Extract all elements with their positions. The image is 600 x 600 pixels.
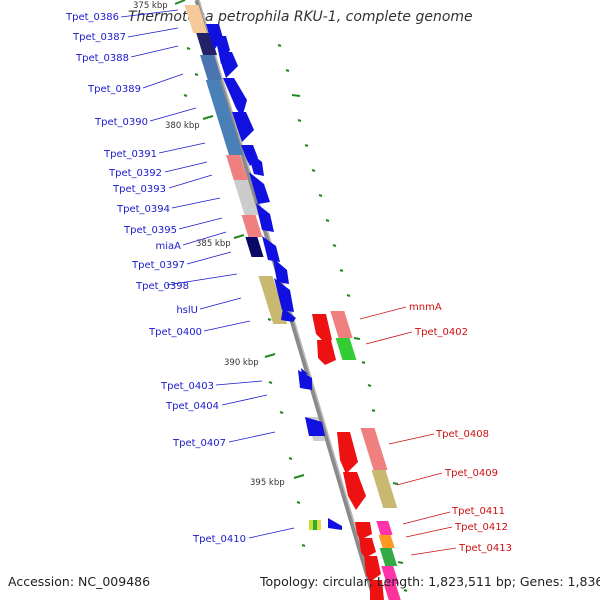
gc-markers: [183, 44, 408, 592]
gene-label[interactable]: Tpet_0402: [414, 327, 468, 338]
gene-label[interactable]: Tpet_0398: [135, 281, 189, 292]
gene-label[interactable]: Tpet_0407: [172, 438, 226, 449]
left-color-bars: [184, 5, 326, 441]
gene-label[interactable]: Tpet_0400: [148, 327, 202, 338]
gene-label[interactable]: Tpet_0395: [123, 225, 177, 236]
gene-label[interactable]: Tpet_0404: [165, 401, 219, 412]
gene-label[interactable]: Tpet_0388: [75, 53, 129, 64]
gene-label[interactable]: Tpet_0411: [451, 506, 505, 517]
gene-label[interactable]: Tpet_0393: [112, 184, 166, 195]
gene-label[interactable]: hslU: [176, 305, 198, 316]
topology-text: Topology: circular; Length: 1,823,511 bp…: [260, 574, 600, 589]
right-gene-labels: mnmA Tpet_0402 Tpet_0408 Tpet_0409 Tpet_…: [409, 302, 512, 554]
gene-label[interactable]: Tpet_0410: [192, 534, 246, 545]
tick-label-375: 375 kbp: [133, 1, 168, 11]
gene-label[interactable]: Tpet_0387: [72, 32, 126, 43]
gene-label[interactable]: Tpet_0412: [454, 522, 508, 533]
forward-cds: [206, 24, 342, 530]
position-ticks: 375 kbp 380 kbp 385 kbp 390 kbp 395 kbp: [133, 0, 305, 488]
gene-label[interactable]: Tpet_0409: [444, 468, 498, 479]
left-leader-lines: [120, 9, 295, 539]
gene-label[interactable]: miaA: [156, 241, 182, 252]
right-color-bars: [330, 311, 401, 600]
gene-label[interactable]: Tpet_0390: [94, 117, 148, 128]
gene-label[interactable]: Tpet_0397: [131, 260, 185, 271]
tick-label-395: 395 kbp: [250, 478, 285, 488]
gene-label[interactable]: Tpet_0389: [87, 84, 141, 95]
gene-label[interactable]: Tpet_0394: [116, 204, 170, 215]
gene-label[interactable]: Tpet_0392: [108, 168, 162, 179]
reverse-cds: [312, 314, 384, 600]
left-gene-labels: Tpet_0386 Tpet_0387 Tpet_0388 Tpet_0389 …: [65, 12, 246, 545]
gene-label[interactable]: Tpet_0386: [65, 12, 119, 23]
map-title: Thermotoga petrophila RKU-1, complete ge…: [128, 9, 473, 25]
gene-label[interactable]: Tpet_0391: [103, 149, 157, 160]
tick-label-385: 385 kbp: [196, 239, 231, 249]
gene-label[interactable]: Tpet_0408: [435, 429, 489, 440]
gene-label[interactable]: mnmA: [409, 302, 442, 313]
gene-label[interactable]: Tpet_0413: [458, 543, 512, 554]
right-leader-lines: [359, 306, 457, 556]
tick-label-390: 390 kbp: [224, 358, 259, 368]
tick-label-380: 380 kbp: [165, 121, 200, 131]
small-gene-block: [309, 520, 321, 530]
accession-text: Accession: NC_009486: [8, 574, 151, 589]
gene-label[interactable]: Tpet_0403: [160, 381, 214, 392]
